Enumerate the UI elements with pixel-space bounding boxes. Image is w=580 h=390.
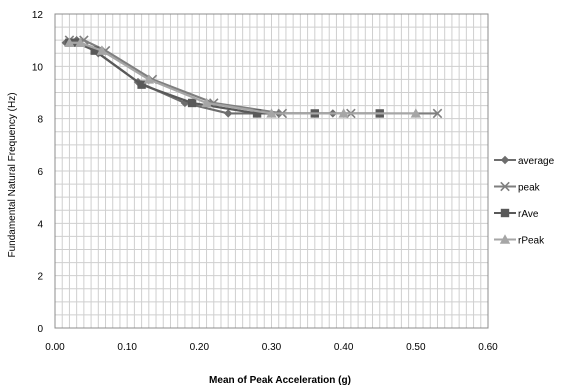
plot-area-border [54, 13, 489, 329]
x-tick-label: 0.00 [45, 342, 65, 353]
x-tick-label: 0.50 [406, 342, 426, 353]
data-point-rAve [90, 46, 99, 55]
data-point-peak [432, 108, 443, 119]
data-point-rAve [187, 98, 197, 108]
series-rPeak [64, 37, 422, 118]
data-point-rAve [137, 80, 146, 89]
y-tick-label: 8 [37, 115, 43, 126]
data-point-rPeak [96, 45, 108, 55]
chart-legend: average peak rAve rPeak [494, 155, 555, 247]
legend-marker-peak [500, 181, 510, 192]
data-point-rPeak [266, 108, 277, 118]
series-line-peak [69, 39, 438, 115]
chart-series [61, 35, 443, 119]
y-tick-label: 6 [37, 167, 43, 178]
legend-label-peak: peak [518, 183, 541, 194]
x-tick-label: 0.10 [117, 342, 137, 353]
y-tick-label: 12 [32, 10, 44, 21]
y-tick-label: 0 [37, 324, 43, 335]
y-tick-label: 10 [32, 62, 44, 73]
x-tick-label: 0.20 [190, 342, 210, 353]
x-tick-label: 0.60 [478, 342, 498, 353]
x-axis-title: Mean of Peak Acceleration (g) [209, 375, 351, 386]
data-point-rPeak [143, 74, 155, 84]
data-point-rPeak [64, 37, 75, 47]
data-point-rPeak [338, 108, 349, 118]
legend-marker-average [500, 155, 510, 165]
y-tick-label: 2 [37, 272, 43, 283]
legend-label-rPeak: rPeak [518, 236, 545, 247]
legend-label-rAve: rAve [518, 209, 539, 220]
x-tick-label: 0.40 [334, 342, 354, 353]
legend-label-average: average [518, 156, 555, 167]
data-point-rAve [252, 109, 262, 118]
series-line-rPeak [69, 41, 416, 115]
data-point-average [224, 109, 233, 118]
chart-axes [54, 13, 489, 329]
data-point-rPeak [201, 97, 212, 108]
legend-marker-rPeak [499, 234, 511, 244]
x-tick-label: 0.30 [262, 342, 282, 353]
y-axis-title: Fundamental Natural Frequency (Hz) [7, 92, 18, 257]
data-point-rPeak [410, 108, 422, 118]
tick-labels: 0.00 0.10 0.20 0.30 0.40 0.50 0.60 0 2 4 6 8 10 12 [32, 10, 498, 353]
data-point-rPeak [75, 37, 86, 47]
y-tick-label: 4 [37, 219, 43, 230]
legend-marker-rAve [500, 208, 510, 218]
